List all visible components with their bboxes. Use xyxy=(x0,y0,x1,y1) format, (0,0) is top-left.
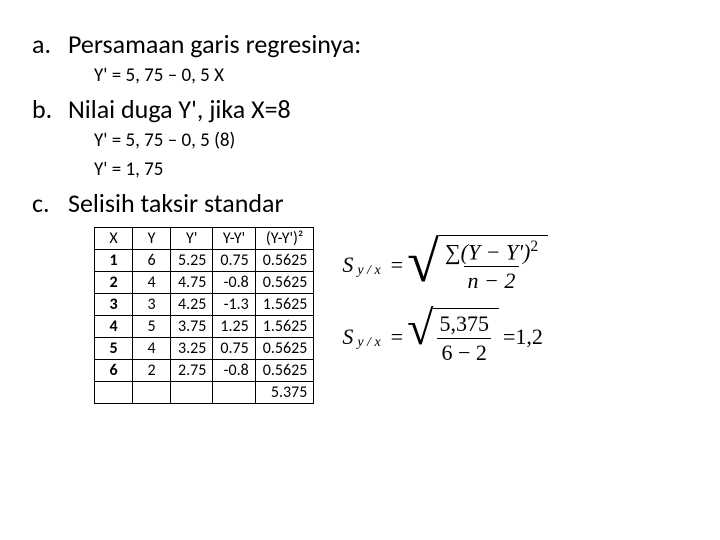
sub-a-1: Y' = 5, 75 – 0, 5 X xyxy=(94,64,688,87)
item-b: b. Nilai duga Y', jika X=8 Y' = 5, 75 – … xyxy=(32,93,688,181)
sum-sign: ∑ xyxy=(445,239,461,264)
bullet-c: c. xyxy=(32,187,54,219)
heading-c: Selisih taksir standar xyxy=(68,187,284,219)
table-cell: 1.5625 xyxy=(255,294,314,316)
table-row: 244.75-0.80.5625 xyxy=(95,272,314,294)
num1-exp: 2 xyxy=(530,238,538,255)
table-cell-empty xyxy=(171,382,213,404)
sym-S: S xyxy=(342,252,353,278)
result: =1,2 xyxy=(503,324,543,350)
num2: 5,375 xyxy=(435,311,493,338)
eq1: = xyxy=(391,252,403,278)
table-cell: 4 xyxy=(95,316,133,338)
heading-a: Persamaan garis regresinya: xyxy=(68,28,361,60)
table-cell: 1 xyxy=(95,250,133,272)
table-cell: 3.75 xyxy=(171,316,213,338)
table-row: 334.25-1.31.5625 xyxy=(95,294,314,316)
sub-b-2: Y' = 1, 75 xyxy=(94,158,688,181)
table-row: 543.250.750.5625 xyxy=(95,338,314,360)
table-row: 453.751.251.5625 xyxy=(95,316,314,338)
sqrt-sign-1: √ xyxy=(407,239,439,298)
table-cell: 0.5625 xyxy=(255,360,314,382)
table-total-row: 5.375 xyxy=(95,382,314,404)
item-c: c. Selisih taksir standar X Y Y' Y-Y' (Y… xyxy=(32,187,688,404)
table-cell: 0.75 xyxy=(213,338,255,360)
sym-sub: y / x xyxy=(357,263,380,279)
sqrt-sign-2: √ xyxy=(407,310,433,368)
formula-block: S y / x = √ ∑(Y − Y')2 n − 2 xyxy=(342,227,548,366)
table-cell-empty xyxy=(213,382,255,404)
heading-b: Nilai duga Y', jika X=8 xyxy=(68,93,291,125)
table-total: 5.375 xyxy=(255,382,314,404)
th-yprime: Y' xyxy=(171,228,213,250)
table-row: 622.75-0.80.5625 xyxy=(95,360,314,382)
table-cell: 0.75 xyxy=(213,250,255,272)
table-header-row: X Y Y' Y-Y' (Y-Y')² xyxy=(95,228,314,250)
th-diff: Y-Y' xyxy=(213,228,255,250)
bullet-a: a. xyxy=(32,28,54,60)
bullet-b: b. xyxy=(32,93,54,125)
table-cell: 4 xyxy=(133,338,171,360)
th-sq: (Y-Y')² xyxy=(255,228,314,250)
num1-body: (Y − Y') xyxy=(461,239,531,264)
table-cell: 6 xyxy=(133,250,171,272)
eq2: = xyxy=(391,324,403,350)
table-cell: 2 xyxy=(133,360,171,382)
table-cell: 5 xyxy=(95,338,133,360)
table-cell: 1.25 xyxy=(213,316,255,338)
den2: 6 − 2 xyxy=(437,338,490,366)
table-cell: 0.5625 xyxy=(255,272,314,294)
sub-b-1: Y' = 5, 75 – 0, 5 (8) xyxy=(94,129,688,152)
formula-general: S y / x = √ ∑(Y − Y')2 n − 2 xyxy=(342,235,548,294)
sym-S2: S xyxy=(342,324,353,350)
table-cell: 3 xyxy=(133,294,171,316)
data-table: X Y Y' Y-Y' (Y-Y')² 165.250.750.5625244.… xyxy=(94,227,314,404)
table-cell: 3.25 xyxy=(171,338,213,360)
table-cell: 1.5625 xyxy=(255,316,314,338)
table-cell-empty xyxy=(95,382,133,404)
th-x: X xyxy=(95,228,133,250)
table-cell: 5 xyxy=(133,316,171,338)
table-cell: 3 xyxy=(95,294,133,316)
item-a: a. Persamaan garis regresinya: Y' = 5, 7… xyxy=(32,28,688,87)
den1: n − 2 xyxy=(464,266,520,294)
table-cell: -0.8 xyxy=(213,272,255,294)
sym-sub2: y / x xyxy=(357,335,380,351)
table-cell: -1.3 xyxy=(213,294,255,316)
table-cell: 0.5625 xyxy=(255,250,314,272)
table-cell: 6 xyxy=(95,360,133,382)
table-cell: -0.8 xyxy=(213,360,255,382)
table-cell: 2 xyxy=(95,272,133,294)
table-cell: 2.75 xyxy=(171,360,213,382)
table-cell-empty xyxy=(133,382,171,404)
table-cell: 4.75 xyxy=(171,272,213,294)
th-y: Y xyxy=(133,228,171,250)
table-cell: 5.25 xyxy=(171,250,213,272)
table-cell: 4 xyxy=(133,272,171,294)
formula-numeric: S y / x = √ 5,375 6 − 2 =1,2 xyxy=(342,308,548,366)
table-row: 165.250.750.5625 xyxy=(95,250,314,272)
table-cell: 0.5625 xyxy=(255,338,314,360)
table-cell: 4.25 xyxy=(171,294,213,316)
